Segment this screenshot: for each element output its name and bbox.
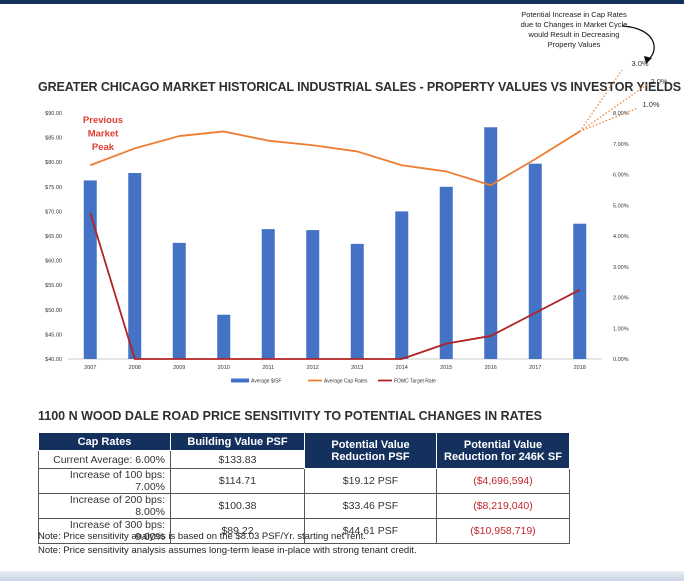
footnote-lease: Note: Price sensitivity analysis assumes… — [38, 545, 417, 556]
chart-title: GREATER CHICAGO MARKET HISTORICAL INDUST… — [38, 80, 681, 94]
bar — [83, 180, 97, 359]
combo-chart: $40.00 $45.00 $50.00 $55.00 $60.00 $65.00 $70.… — [45, 25, 668, 385]
right-axis-tick-label: 4.00% — [613, 234, 629, 240]
x-tick-label: 2012 — [307, 365, 319, 371]
left-axis-tick-label: $90.00 — [45, 111, 62, 117]
right-axis-tick-label: 8.00% — [613, 111, 629, 117]
table-row: Increase of 100 bps: 7.00% $114.71 $19.1… — [38, 468, 570, 494]
x-tick-label: 2018 — [574, 365, 586, 371]
chart-legend: Average $/SF Average Cap Rates FOMC Target… — [231, 378, 436, 385]
x-tick-label: 2008 — [129, 365, 141, 371]
left-axis-tick-label: $80.00 — [45, 160, 62, 166]
line-average-cap-rates — [89, 130, 581, 187]
legend-swatch — [231, 378, 249, 383]
projection-line — [579, 83, 649, 132]
previous-peak-label: Previous — [83, 115, 123, 126]
left-axis-tick-label: $50.00 — [45, 308, 62, 314]
bottom-decorative-strip — [0, 571, 684, 581]
table-cell: ($4,696,594) — [436, 468, 570, 494]
line-fomc-target-rate — [89, 212, 581, 360]
bar-series-average-psf — [83, 127, 587, 359]
x-tick-label: 2007 — [84, 365, 96, 371]
bar — [217, 314, 231, 359]
left-axis-tick-label: $70.00 — [45, 209, 62, 215]
bar — [439, 186, 453, 359]
cap-rate-increase-note: Potential Increase in Cap Rates due to C… — [520, 10, 628, 49]
table-cell: Current Average: 6.00% — [38, 450, 171, 469]
table-cell: $100.38 — [170, 493, 305, 519]
right-axis-ticks: 0.00% 1.00% 2.00% 3.00% 4.00% 5.00% 6.00% 7.00%… — [613, 111, 629, 363]
table-cell: $114.71 — [170, 468, 305, 494]
right-axis-tick-label: 6.00% — [613, 173, 629, 179]
table-cell: $89.22 — [170, 518, 305, 544]
x-tick-label: 2011 — [262, 365, 274, 371]
left-axis-tick-label: $85.00 — [45, 136, 62, 142]
left-axis-tick-label: $55.00 — [45, 283, 62, 289]
table-cell: Increase of 200 bps: 8.00% — [38, 493, 171, 519]
table-cell: $19.12 PSF — [304, 468, 437, 494]
x-tick-label: 2013 — [351, 365, 363, 371]
legend-label: Average Cap Rates — [324, 379, 368, 385]
table-cell: ($8,219,040) — [436, 493, 570, 519]
table-cell: ($10,958,719) — [436, 518, 570, 544]
arrowhead-icon — [644, 56, 652, 64]
header-cap-rates: Cap Rates — [38, 432, 171, 451]
header-value-reduction-psf: Potential Value Reduction PSF — [304, 432, 437, 469]
bar — [128, 173, 142, 359]
projection-label: 3.0% — [631, 59, 648, 68]
bar — [306, 230, 320, 359]
legend-label: FOMC Target Rate — [394, 379, 436, 385]
left-axis-tick-label: $60.00 — [45, 259, 62, 265]
table-row: Increase of 200 bps: 8.00% $100.38 $33.4… — [38, 493, 570, 519]
projection-line — [579, 69, 623, 132]
previous-peak-label: Market — [88, 129, 119, 140]
bar — [350, 243, 364, 359]
bar — [261, 229, 275, 359]
right-axis-tick-label: 2.00% — [613, 296, 629, 302]
x-axis-ticks: 2007 2008 2009 2010 2011 2012 2013 2014 2015 2016… — [84, 365, 586, 371]
table-title: 1100 N WOOD DALE ROAD PRICE SENSITIVITY … — [38, 409, 543, 423]
projection-label: 1.0% — [642, 100, 659, 109]
right-axis-tick-label: 1.00% — [613, 326, 629, 332]
x-tick-label: 2016 — [485, 365, 497, 371]
bar — [484, 127, 498, 359]
x-tick-label: 2010 — [218, 365, 230, 371]
footnote-rent: Note: Price sensitivity analysis is base… — [38, 531, 366, 542]
chart-annotations: Previous Market Peak 3.0%2.0% 1.0% — [83, 25, 668, 153]
projection-label: 2.0% — [650, 77, 667, 86]
bar — [528, 163, 542, 359]
x-tick-label: 2014 — [396, 365, 408, 371]
table-row: Increase of 300 bps: 9.00% $89.22 $44.61… — [38, 518, 570, 544]
x-tick-label: 2009 — [173, 365, 185, 371]
bar — [573, 223, 587, 359]
header-building-value: Building Value PSF — [170, 432, 305, 451]
annotation-arrow — [621, 25, 655, 61]
bar — [395, 211, 409, 359]
left-axis-tick-label: $40.00 — [45, 357, 62, 363]
right-axis-tick-label: 0.00% — [613, 357, 629, 363]
right-axis-tick-label: 3.00% — [613, 265, 629, 271]
bar — [172, 242, 186, 359]
top-accent-bar — [0, 0, 684, 4]
header-value-reduction-total: Potential Value Reduction for 246K SF — [436, 432, 570, 469]
right-axis-tick-label: 5.00% — [613, 203, 629, 209]
line-series — [89, 130, 581, 360]
left-axis-tick-label: $75.00 — [45, 185, 62, 191]
left-axis-tick-label: $65.00 — [45, 234, 62, 240]
right-axis-tick-label: 7.00% — [613, 142, 629, 148]
left-axis-ticks: $40.00 $45.00 $50.00 $55.00 $60.00 $65.00 $70.… — [45, 111, 602, 363]
left-axis-tick-label: $45.00 — [45, 332, 62, 338]
table-cell: Increase of 100 bps: 7.00% — [38, 468, 171, 494]
table-cell: $133.83 — [170, 450, 305, 469]
previous-peak-label: Peak — [92, 142, 115, 153]
table-cell: $44.61 PSF — [304, 518, 437, 544]
x-tick-label: 2015 — [440, 365, 452, 371]
table-cell: $33.46 PSF — [304, 493, 437, 519]
legend-label: Average $/SF — [251, 379, 281, 385]
x-tick-label: 2017 — [529, 365, 541, 371]
sensitivity-table: Cap Rates Building Value PSF Potential V… — [38, 432, 570, 544]
